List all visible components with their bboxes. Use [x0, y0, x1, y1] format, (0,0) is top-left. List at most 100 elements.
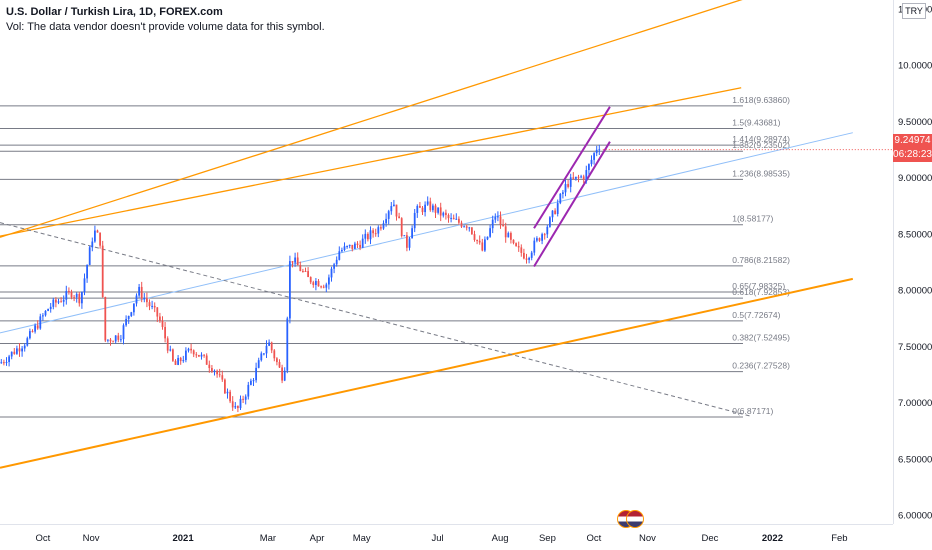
candle-body [361, 238, 364, 248]
candle-body [476, 239, 478, 241]
candle-body [315, 280, 317, 285]
currency-label[interactable]: TRY [902, 3, 926, 19]
candle-body [75, 293, 78, 298]
candle-body [192, 350, 195, 355]
candle-body [507, 233, 510, 238]
candle-body [364, 233, 367, 239]
candle-body [23, 345, 26, 349]
candle-body [478, 240, 481, 243]
candle-body [96, 230, 99, 233]
candle-body [554, 210, 556, 214]
candle-body [512, 239, 515, 244]
fib-level-label: 1.236(8.98535) [732, 168, 790, 178]
price-tick-label: 9.50000 [898, 117, 932, 128]
candle-body [133, 303, 135, 313]
candle-body [104, 296, 107, 341]
price-tick-label: 8.50000 [898, 229, 932, 240]
candle-body [348, 244, 351, 247]
price-tick-label: 10.00000 [898, 61, 932, 72]
candle-body [382, 223, 385, 229]
candle-body [31, 331, 34, 333]
candle-body [387, 211, 390, 219]
fib-level-label: 0.236(7.27528) [732, 361, 790, 371]
candle-body [450, 217, 452, 219]
candle-body [159, 316, 161, 321]
candle-body [398, 216, 400, 219]
candle-body [112, 341, 114, 343]
fib-level-label: 1.414(9.28974) [732, 134, 790, 144]
candle-body [328, 277, 330, 285]
candle-body [164, 326, 166, 339]
candle-body [208, 364, 211, 369]
candle-body [281, 367, 283, 381]
time-tick-label: Nov [639, 533, 656, 544]
candle-body [62, 299, 65, 302]
candle-body [179, 357, 182, 362]
candle-body [481, 242, 484, 251]
candle-body [231, 401, 234, 408]
candle-body [156, 307, 159, 317]
candle-body [432, 205, 434, 211]
candle-body [70, 291, 73, 298]
us-flag-event-icon[interactable] [626, 510, 644, 528]
candle-body [442, 212, 445, 216]
candle-body [107, 339, 109, 341]
candle-body [29, 331, 31, 339]
candle-body [190, 348, 192, 351]
candle-body [276, 358, 278, 363]
candle-body [354, 243, 356, 249]
candle-body [283, 370, 286, 381]
fib-level-label: 0.5(7.72674) [732, 310, 780, 320]
last-price-value: 9.24974 [894, 135, 931, 146]
candle-body [307, 271, 309, 278]
candle-body [567, 184, 569, 187]
candle-body [278, 362, 281, 368]
candle-body [247, 384, 250, 397]
candle-body [260, 353, 263, 361]
candle-body [224, 379, 226, 394]
candle-body [333, 264, 335, 269]
candle-body [460, 222, 463, 227]
candle-body [216, 370, 218, 375]
candle-body [351, 244, 354, 249]
price-axis-panel [893, 0, 932, 550]
price-tick-label: 8.00000 [898, 286, 932, 297]
orange-trendline [0, 277, 854, 469]
time-tick-label: 2021 [172, 533, 194, 544]
time-tick-label: Jul [431, 533, 443, 544]
candle-body [465, 226, 468, 228]
time-tick-label: Sep [539, 533, 556, 544]
candle-body [117, 335, 120, 340]
candle-body [577, 176, 580, 178]
candle-body [187, 348, 190, 351]
candle-body [166, 338, 169, 351]
candle-body [44, 310, 47, 316]
candle-body [590, 159, 593, 165]
candle-body [10, 351, 13, 357]
candle-body [294, 257, 296, 263]
candle-body [242, 398, 244, 400]
candle-body [595, 149, 598, 154]
candle-body [226, 391, 229, 394]
fib-level-label: 1(8.58177) [732, 214, 773, 224]
candle-body [502, 224, 504, 227]
candle-body [265, 345, 268, 354]
candle-body [270, 342, 273, 351]
candle-body [538, 238, 541, 241]
candle-body [13, 351, 16, 354]
candle-body [572, 177, 575, 179]
candle-body [317, 280, 320, 287]
candle-body [536, 238, 538, 241]
candle-body [239, 398, 242, 409]
candle-body [494, 217, 497, 220]
time-tick-label: Nov [83, 533, 100, 544]
candle-body [252, 380, 255, 382]
dashed-trendline [0, 222, 751, 417]
candle-body [486, 236, 489, 240]
candle-body [312, 282, 315, 285]
candle-body [244, 396, 247, 400]
chart-legend: U.S. Dollar / Turkish Lira, 1D, FOREX.co… [6, 5, 325, 35]
candle-body [250, 380, 252, 385]
